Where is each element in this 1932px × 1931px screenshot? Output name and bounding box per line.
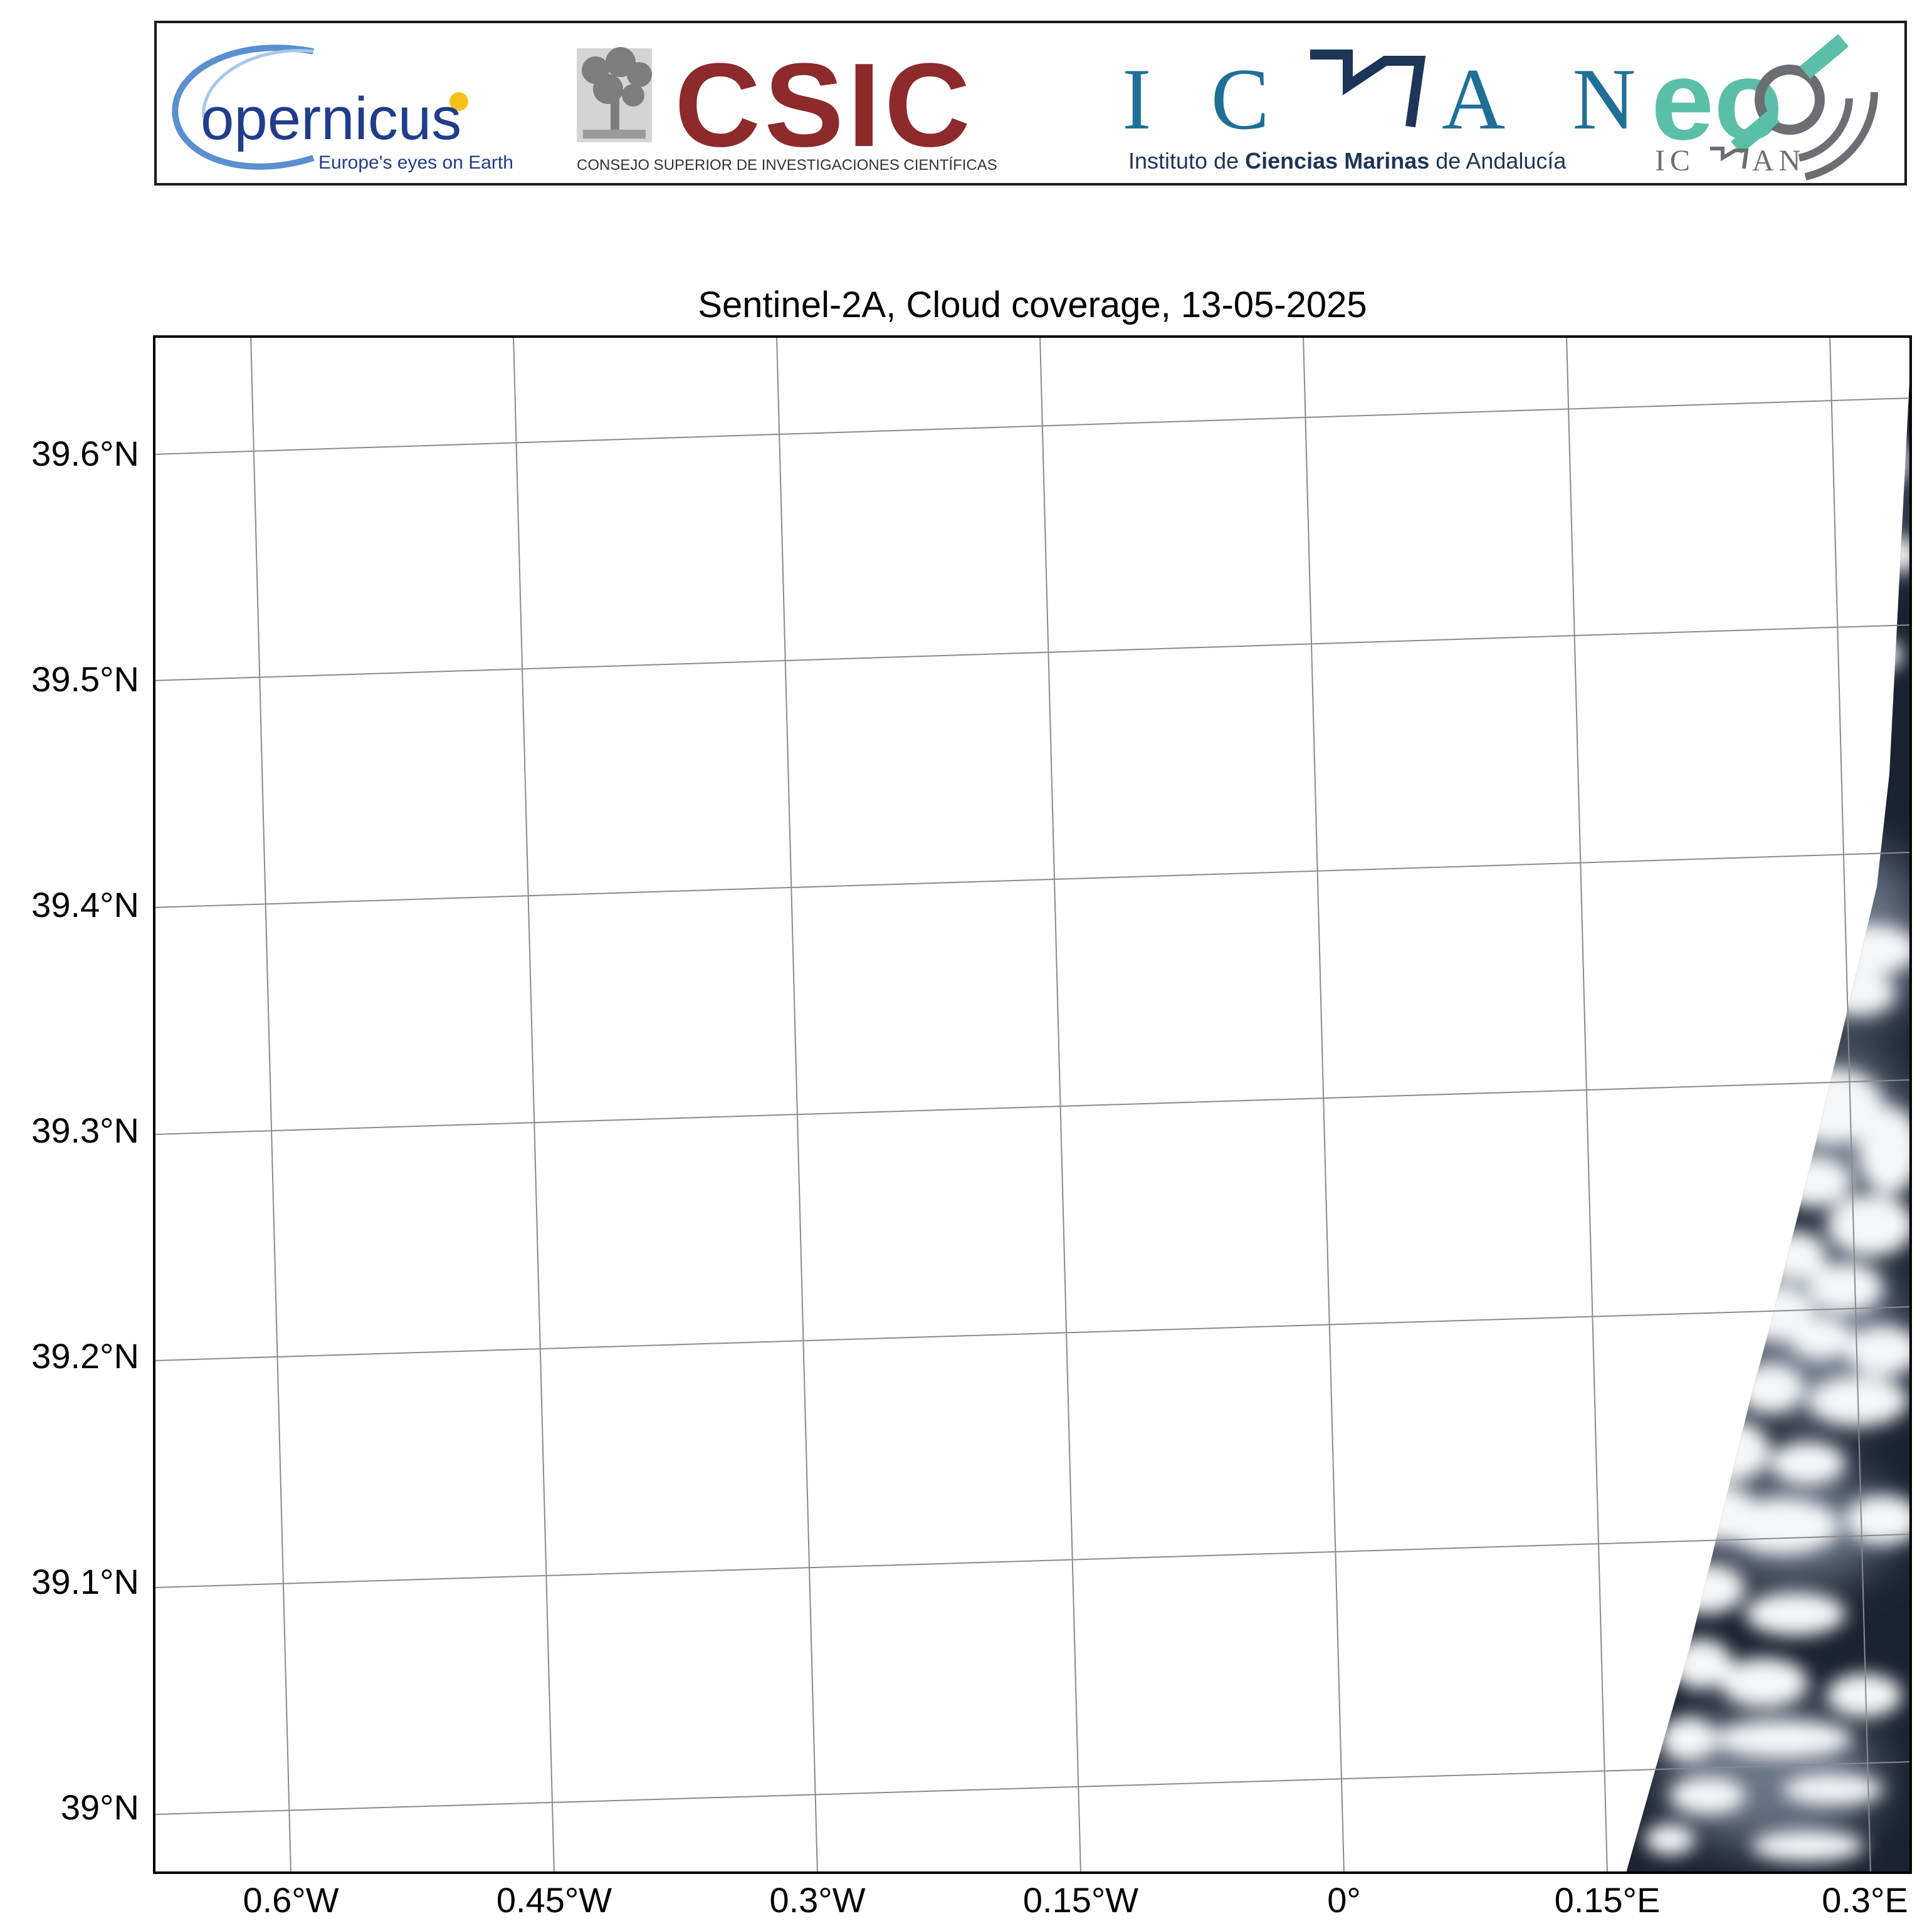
csic-subtitle: CONSEJO SUPERIOR DE INVESTIGACIONES CIEN… bbox=[577, 157, 997, 174]
lat-label-39-6: 39.6°N bbox=[31, 434, 139, 473]
eo-subtitle-right: AN bbox=[1752, 144, 1805, 177]
lon-label-0-45w: 0.45°W bbox=[496, 1880, 612, 1920]
lat-label-39-2: 39.2°N bbox=[31, 1336, 139, 1376]
icman-logo: I C A N Instituto de Ciencias Marinas de… bbox=[1122, 50, 1661, 174]
csic-tree-emblem-icon bbox=[577, 47, 652, 142]
lat-label-39-0: 39°N bbox=[60, 1787, 139, 1827]
meridian-0-45w bbox=[513, 337, 555, 1873]
parallel-39-4 bbox=[154, 852, 1911, 908]
map-canvas bbox=[153, 335, 1912, 1874]
parallel-39-3 bbox=[154, 1079, 1911, 1135]
meridian-0-15w bbox=[1039, 337, 1081, 1873]
map-title: Sentinel-2A, Cloud coverage, 13-05-2025 bbox=[698, 285, 1367, 325]
csic-wordmark: CSIC bbox=[675, 39, 974, 172]
logo-banner: opernicus Europe's eyes on Earth CSIC CO… bbox=[154, 21, 1907, 186]
icman-subtitle: Instituto de Ciencias Marinas de Andaluc… bbox=[1128, 148, 1567, 174]
lat-label-39-4: 39.4°N bbox=[31, 885, 139, 924]
lon-label-0-6w: 0.6°W bbox=[243, 1880, 339, 1920]
copernicus-arc-icon bbox=[172, 44, 315, 170]
copernicus-sun-icon bbox=[449, 92, 468, 111]
parallel-39-6 bbox=[154, 397, 1911, 455]
parallel-39-1 bbox=[154, 1534, 1911, 1588]
lon-label-0-15w: 0.15°W bbox=[1022, 1880, 1139, 1920]
eo-m-wave-icon bbox=[1710, 147, 1749, 169]
copernicus-logo: opernicus Europe's eyes on Earth bbox=[172, 44, 513, 173]
lat-label-39-5: 39.5°N bbox=[31, 659, 139, 699]
lat-label-39-1: 39.1°N bbox=[31, 1562, 139, 1601]
logo-strip: opernicus Europe's eyes on Earth CSIC CO… bbox=[172, 34, 1878, 181]
copernicus-tagline: Europe's eyes on Earth bbox=[318, 152, 513, 173]
lon-label-0-3e: 0.3°E bbox=[1822, 1880, 1908, 1920]
icman-wordmark-left: I C bbox=[1122, 51, 1288, 148]
copernicus-wordmark: opernicus bbox=[201, 85, 461, 152]
csic-logo: CSIC CONSEJO SUPERIOR DE INVESTIGACIONES… bbox=[577, 39, 997, 174]
icman-m-wave-icon bbox=[1310, 50, 1426, 128]
parallel-39-2 bbox=[154, 1306, 1911, 1361]
satellite-icon bbox=[1731, 34, 1878, 181]
meridian-0-6w bbox=[250, 337, 291, 1873]
meridian-0-15e bbox=[1566, 337, 1608, 1873]
meridian-0-3e bbox=[1829, 337, 1871, 1873]
meridian-0-3w bbox=[776, 337, 818, 1873]
lon-label-0-15e: 0.15°E bbox=[1554, 1880, 1661, 1920]
graticule bbox=[154, 337, 1911, 1873]
meridian-0 bbox=[1303, 337, 1345, 1873]
map-border bbox=[153, 335, 1912, 1874]
map-frame bbox=[153, 335, 1912, 1874]
copernicus-inner-arc-icon bbox=[202, 49, 314, 118]
lon-label-0: 0° bbox=[1327, 1880, 1361, 1920]
icman-wordmark-right: A N bbox=[1442, 51, 1661, 148]
lat-label-39-3: 39.3°N bbox=[31, 1111, 139, 1150]
icman-eo-logo: eo IC AN bbox=[1651, 34, 1878, 181]
lon-label-0-3w: 0.3°W bbox=[769, 1880, 866, 1920]
parallel-39-5 bbox=[154, 624, 1911, 681]
parallel-39-0 bbox=[154, 1761, 1911, 1815]
map-background bbox=[153, 335, 1912, 1874]
eo-subtitle-left: IC bbox=[1655, 144, 1695, 177]
